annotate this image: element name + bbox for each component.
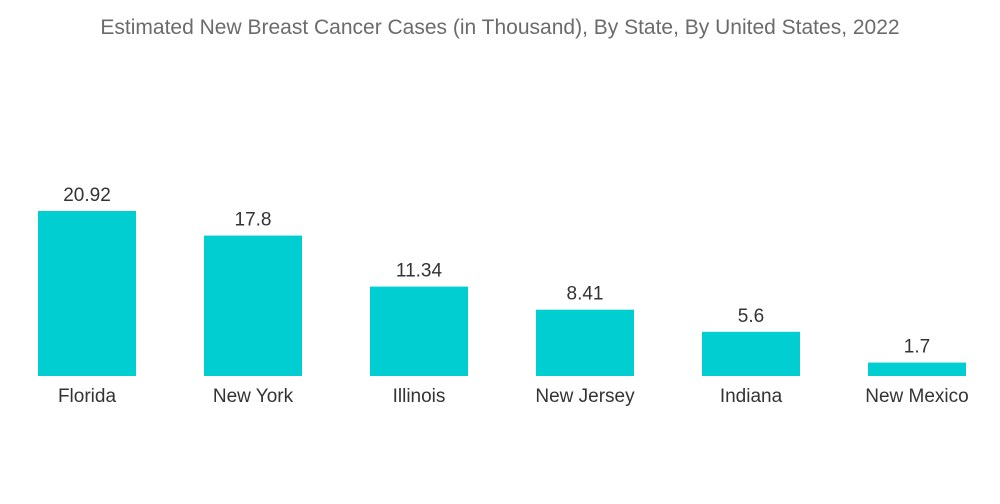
- x-tick-label-new-mexico: New Mexico: [865, 386, 968, 407]
- chart-title: Estimated New Breast Cancer Cases (in Th…: [100, 16, 900, 39]
- value-label-new-mexico: 1.7: [904, 337, 930, 358]
- value-labels-group: 20.92 17.8 11.34 8.41 5.6 1.7: [63, 185, 930, 358]
- x-tick-label-new-york: New York: [213, 386, 294, 407]
- bar-indiana: [702, 331, 800, 376]
- bar-florida: [38, 211, 136, 376]
- x-tick-label-new-jersey: New Jersey: [535, 386, 635, 407]
- bar-illinois: [370, 286, 468, 376]
- bars-group: [38, 211, 966, 376]
- x-tick-label-florida: Florida: [58, 386, 117, 407]
- value-label-illinois: 11.34: [396, 261, 443, 282]
- bar-new-mexico: [868, 362, 966, 376]
- value-label-new-jersey: 8.41: [567, 284, 604, 305]
- x-tick-label-indiana: Indiana: [720, 386, 783, 407]
- bar-new-jersey: [536, 309, 634, 376]
- x-axis-tick-labels: Florida New York Illinois New Jersey Indiana…: [58, 386, 969, 407]
- value-label-florida: 20.92: [63, 185, 111, 206]
- value-label-new-york: 17.8: [235, 210, 272, 231]
- value-label-indiana: 5.6: [738, 306, 764, 327]
- x-tick-label-illinois: Illinois: [393, 386, 446, 407]
- bar-new-york: [204, 235, 302, 376]
